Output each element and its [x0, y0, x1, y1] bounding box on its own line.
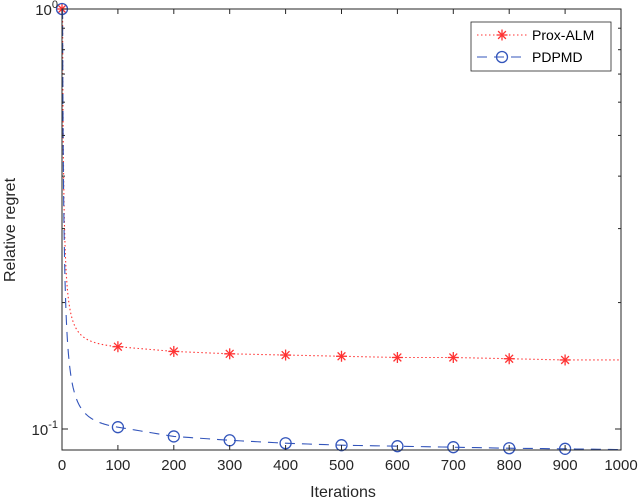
x-axis-label: Iterations — [310, 484, 376, 500]
x-axis-ticks: 0 100 200 300 400 500 600 700 800 900 1000 — [58, 9, 638, 474]
asterisk-marker-icon — [224, 348, 236, 360]
legend: Prox-ALM PDPMD — [470, 21, 612, 72]
asterisk-marker-icon — [168, 345, 180, 357]
asterisk-marker-icon — [391, 351, 403, 363]
y-axis-ticks: 10-1 100 — [32, 0, 621, 439]
legend-label-pdpmd: PDPMD — [532, 49, 583, 65]
legend-item-pdpmd: PDPMD — [477, 49, 583, 65]
y-tick-label: 10-1 — [32, 419, 58, 439]
y-tick-label: 100 — [35, 0, 58, 19]
x-tick-label: 500 — [329, 457, 354, 474]
circle-marker-icon — [447, 441, 460, 454]
x-tick-label: 900 — [553, 457, 578, 474]
circle-marker-icon — [503, 442, 516, 455]
asterisk-marker-icon — [559, 354, 571, 366]
axes-frame — [61, 8, 622, 451]
asterisk-marker-icon — [447, 351, 459, 363]
circle-marker-icon — [495, 50, 509, 64]
x-tick-label: 0 — [58, 457, 66, 474]
asterisk-marker-icon — [280, 349, 292, 361]
x-tick-label: 400 — [273, 457, 298, 474]
series-line — [62, 8, 622, 451]
asterisk-marker-icon — [112, 341, 124, 353]
x-tick-label: 700 — [441, 457, 466, 474]
circle-marker-icon — [558, 442, 572, 455]
asterisk-marker-icon — [503, 353, 515, 365]
x-tick-label: 800 — [497, 457, 522, 474]
x-tick-label: 300 — [217, 457, 242, 474]
legend-box — [470, 21, 612, 72]
series-line — [62, 8, 621, 361]
series-layer — [55, 2, 622, 455]
asterisk-marker-icon — [496, 29, 508, 41]
circle-marker-icon — [391, 440, 404, 453]
asterisk-marker-icon — [336, 350, 347, 362]
x-tick-label: 600 — [385, 457, 410, 474]
x-tick-label: 200 — [161, 457, 186, 474]
legend-item-prox-alm: Prox-ALM — [477, 27, 594, 43]
circle-marker-icon — [111, 421, 125, 434]
plot-area: 0 100 200 300 400 500 600 700 800 900 1000 10-1 100 — [32, 0, 638, 474]
circle-marker-icon — [335, 439, 348, 452]
legend-label-prox-alm: Prox-ALM — [532, 27, 594, 43]
x-tick-label: 1000 — [604, 457, 637, 474]
axes-box — [62, 9, 621, 450]
x-tick-label: 100 — [105, 457, 130, 474]
y-axis-label: Relative regret — [2, 177, 19, 282]
circle-marker-icon — [167, 430, 180, 443]
